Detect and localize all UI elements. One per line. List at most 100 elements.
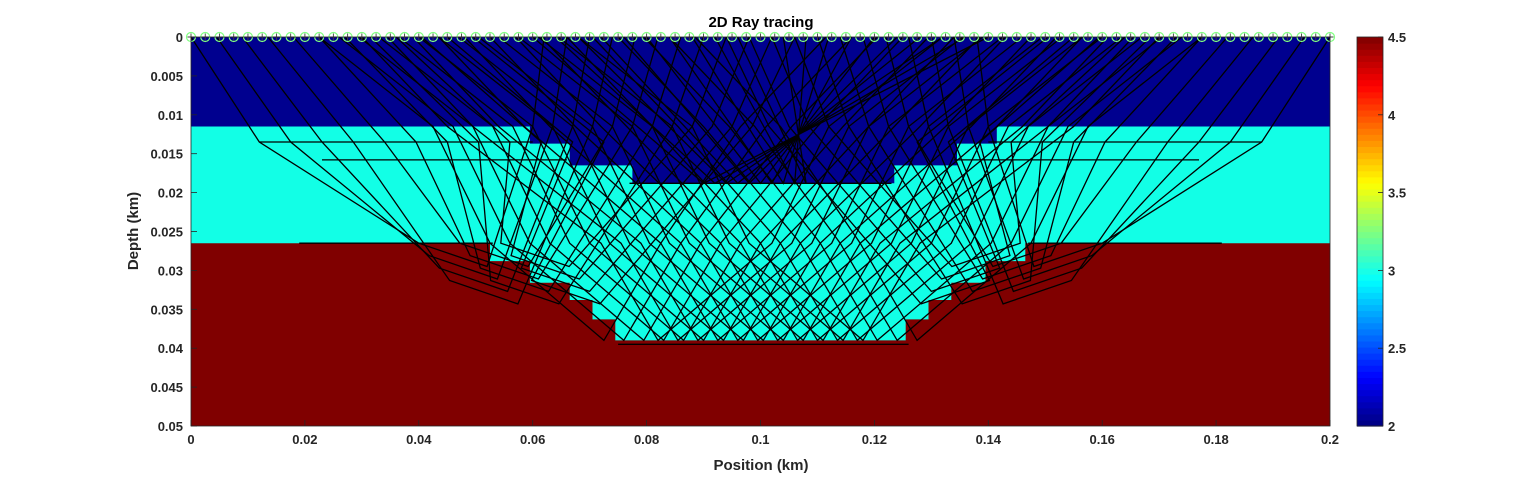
ray-path: [518, 36, 1083, 342]
colorbar-swatch: [1357, 49, 1383, 56]
ray-path: [489, 36, 1043, 342]
colorbar-swatch: [1357, 383, 1383, 391]
colorbar-swatch: [1357, 280, 1383, 287]
ray-path: [907, 36, 1254, 305]
colorbar-swatch: [1357, 164, 1383, 172]
colorbar-swatch: [1357, 55, 1383, 62]
x-tick-label: 0.14: [976, 432, 1002, 447]
ray-path: [668, 36, 1183, 342]
x-tick-label: 0.16: [1090, 432, 1115, 447]
ray-path: [725, 36, 1049, 305]
ray-path: [748, 36, 1075, 293]
colorbar-swatch: [1357, 401, 1383, 409]
x-tick-label: 0.02: [292, 432, 317, 447]
ray-path: [369, 36, 705, 305]
colorbar-swatch: [1357, 231, 1383, 239]
ray-path: [378, 36, 904, 342]
colorbar-swatch: [1357, 207, 1383, 214]
ray-path: [241, 36, 591, 293]
colorbar-swatch: [1357, 395, 1383, 403]
y-tick-label: 0.035: [150, 302, 183, 317]
colorbar-swatch: [1357, 261, 1383, 269]
colorbar-swatch: [1357, 109, 1383, 117]
y-tick-label: 0.045: [150, 380, 183, 395]
colorbar-tick-label: 2.5: [1388, 341, 1406, 356]
plot-area: [191, 37, 1330, 426]
colorbar-swatch: [1357, 298, 1383, 306]
ray-path: [930, 36, 1280, 293]
colorbar-swatch: [1357, 243, 1383, 251]
ray-path: [267, 36, 614, 305]
y-tick-label: 0.03: [158, 263, 183, 278]
colorbar-tick-label: 3.5: [1388, 186, 1406, 201]
ray-path: [361, 36, 944, 342]
colorbar-swatch: [1357, 170, 1383, 178]
colorbar-swatch: [1357, 122, 1383, 129]
colorbar-swatch: [1357, 134, 1383, 141]
colorbar-swatch: [1357, 267, 1383, 275]
colorbar-swatch: [1357, 340, 1383, 348]
colorbar-swatch: [1357, 292, 1383, 299]
y-axis-label: Depth (km): [125, 192, 142, 270]
y-tick-label: 0.02: [158, 186, 183, 201]
colorbar-swatch: [1357, 249, 1383, 257]
colorbar-swatch: [1357, 389, 1383, 397]
colorbar-swatch: [1357, 158, 1383, 166]
colorbar-swatch: [1357, 316, 1383, 324]
y-tick-label: 0.025: [150, 225, 183, 240]
colorbar-swatch: [1357, 146, 1383, 154]
ray-path: [458, 36, 1006, 342]
colorbar-swatch: [1357, 152, 1383, 160]
ray-path: [498, 36, 1058, 342]
x-tick-label: 0.2: [1321, 432, 1339, 447]
ray-path: [438, 36, 1003, 342]
ray-path: [398, 36, 929, 342]
colorbar-swatch: [1357, 213, 1383, 220]
colorbar-swatch: [1357, 377, 1383, 385]
x-tick-label: 0.04: [406, 432, 432, 447]
x-axis-label: Position (km): [713, 457, 808, 474]
ray-path: [338, 36, 853, 342]
y-tick-label: 0.005: [150, 69, 183, 84]
colorbar-swatch: [1357, 67, 1383, 75]
ray-path: [885, 36, 1228, 268]
colorbar-swatch: [1357, 85, 1383, 93]
y-tick-label: 0.015: [150, 147, 183, 162]
colorbar-swatch: [1357, 79, 1383, 87]
colorbar-swatch: [1357, 176, 1383, 184]
y-tick-label: 0.05: [158, 419, 183, 434]
colorbar: 2 2.5 3 3.5 4 4.5: [1356, 30, 1406, 434]
y-tick-label: 0: [176, 30, 183, 45]
colorbar-swatch: [1357, 255, 1383, 263]
colorbar-frame: [1356, 36, 1384, 427]
colorbar-swatch: [1357, 140, 1383, 148]
colorbar-tick-label: 4: [1388, 108, 1396, 123]
ray-path: [862, 36, 1203, 280]
ray-path: [421, 36, 750, 280]
colorbar-swatch: [1357, 128, 1383, 135]
ray-path: [358, 36, 878, 342]
ray-path: [293, 36, 636, 268]
ray-path: [463, 36, 1023, 342]
colorbar-swatch: [1357, 116, 1383, 123]
colorbar-swatch: [1357, 201, 1383, 208]
colorbar-swatch: [1357, 353, 1383, 360]
colorbar-swatch: [1357, 322, 1383, 330]
colorbar-swatch: [1357, 91, 1383, 99]
ray-paths: [190, 36, 1331, 345]
colorbar-tick-label: 4.5: [1388, 30, 1406, 45]
y-tick-label: 0.04: [158, 341, 184, 356]
colorbar-swatch: [1357, 73, 1383, 81]
chart-title: 2D Ray tracing: [708, 14, 813, 31]
colorbar-swatch: [1357, 225, 1383, 233]
colorbar-swatch: [1357, 61, 1383, 68]
ray-path: [953, 36, 1305, 280]
ray-path: [694, 36, 1203, 342]
ray-path: [478, 36, 1032, 342]
colorbar-swatch: [1357, 97, 1383, 105]
ray-path: [515, 36, 1063, 342]
colorbar-swatch: [1357, 419, 1383, 427]
ray-path: [577, 36, 1160, 342]
colorbar-swatch: [1357, 304, 1383, 312]
